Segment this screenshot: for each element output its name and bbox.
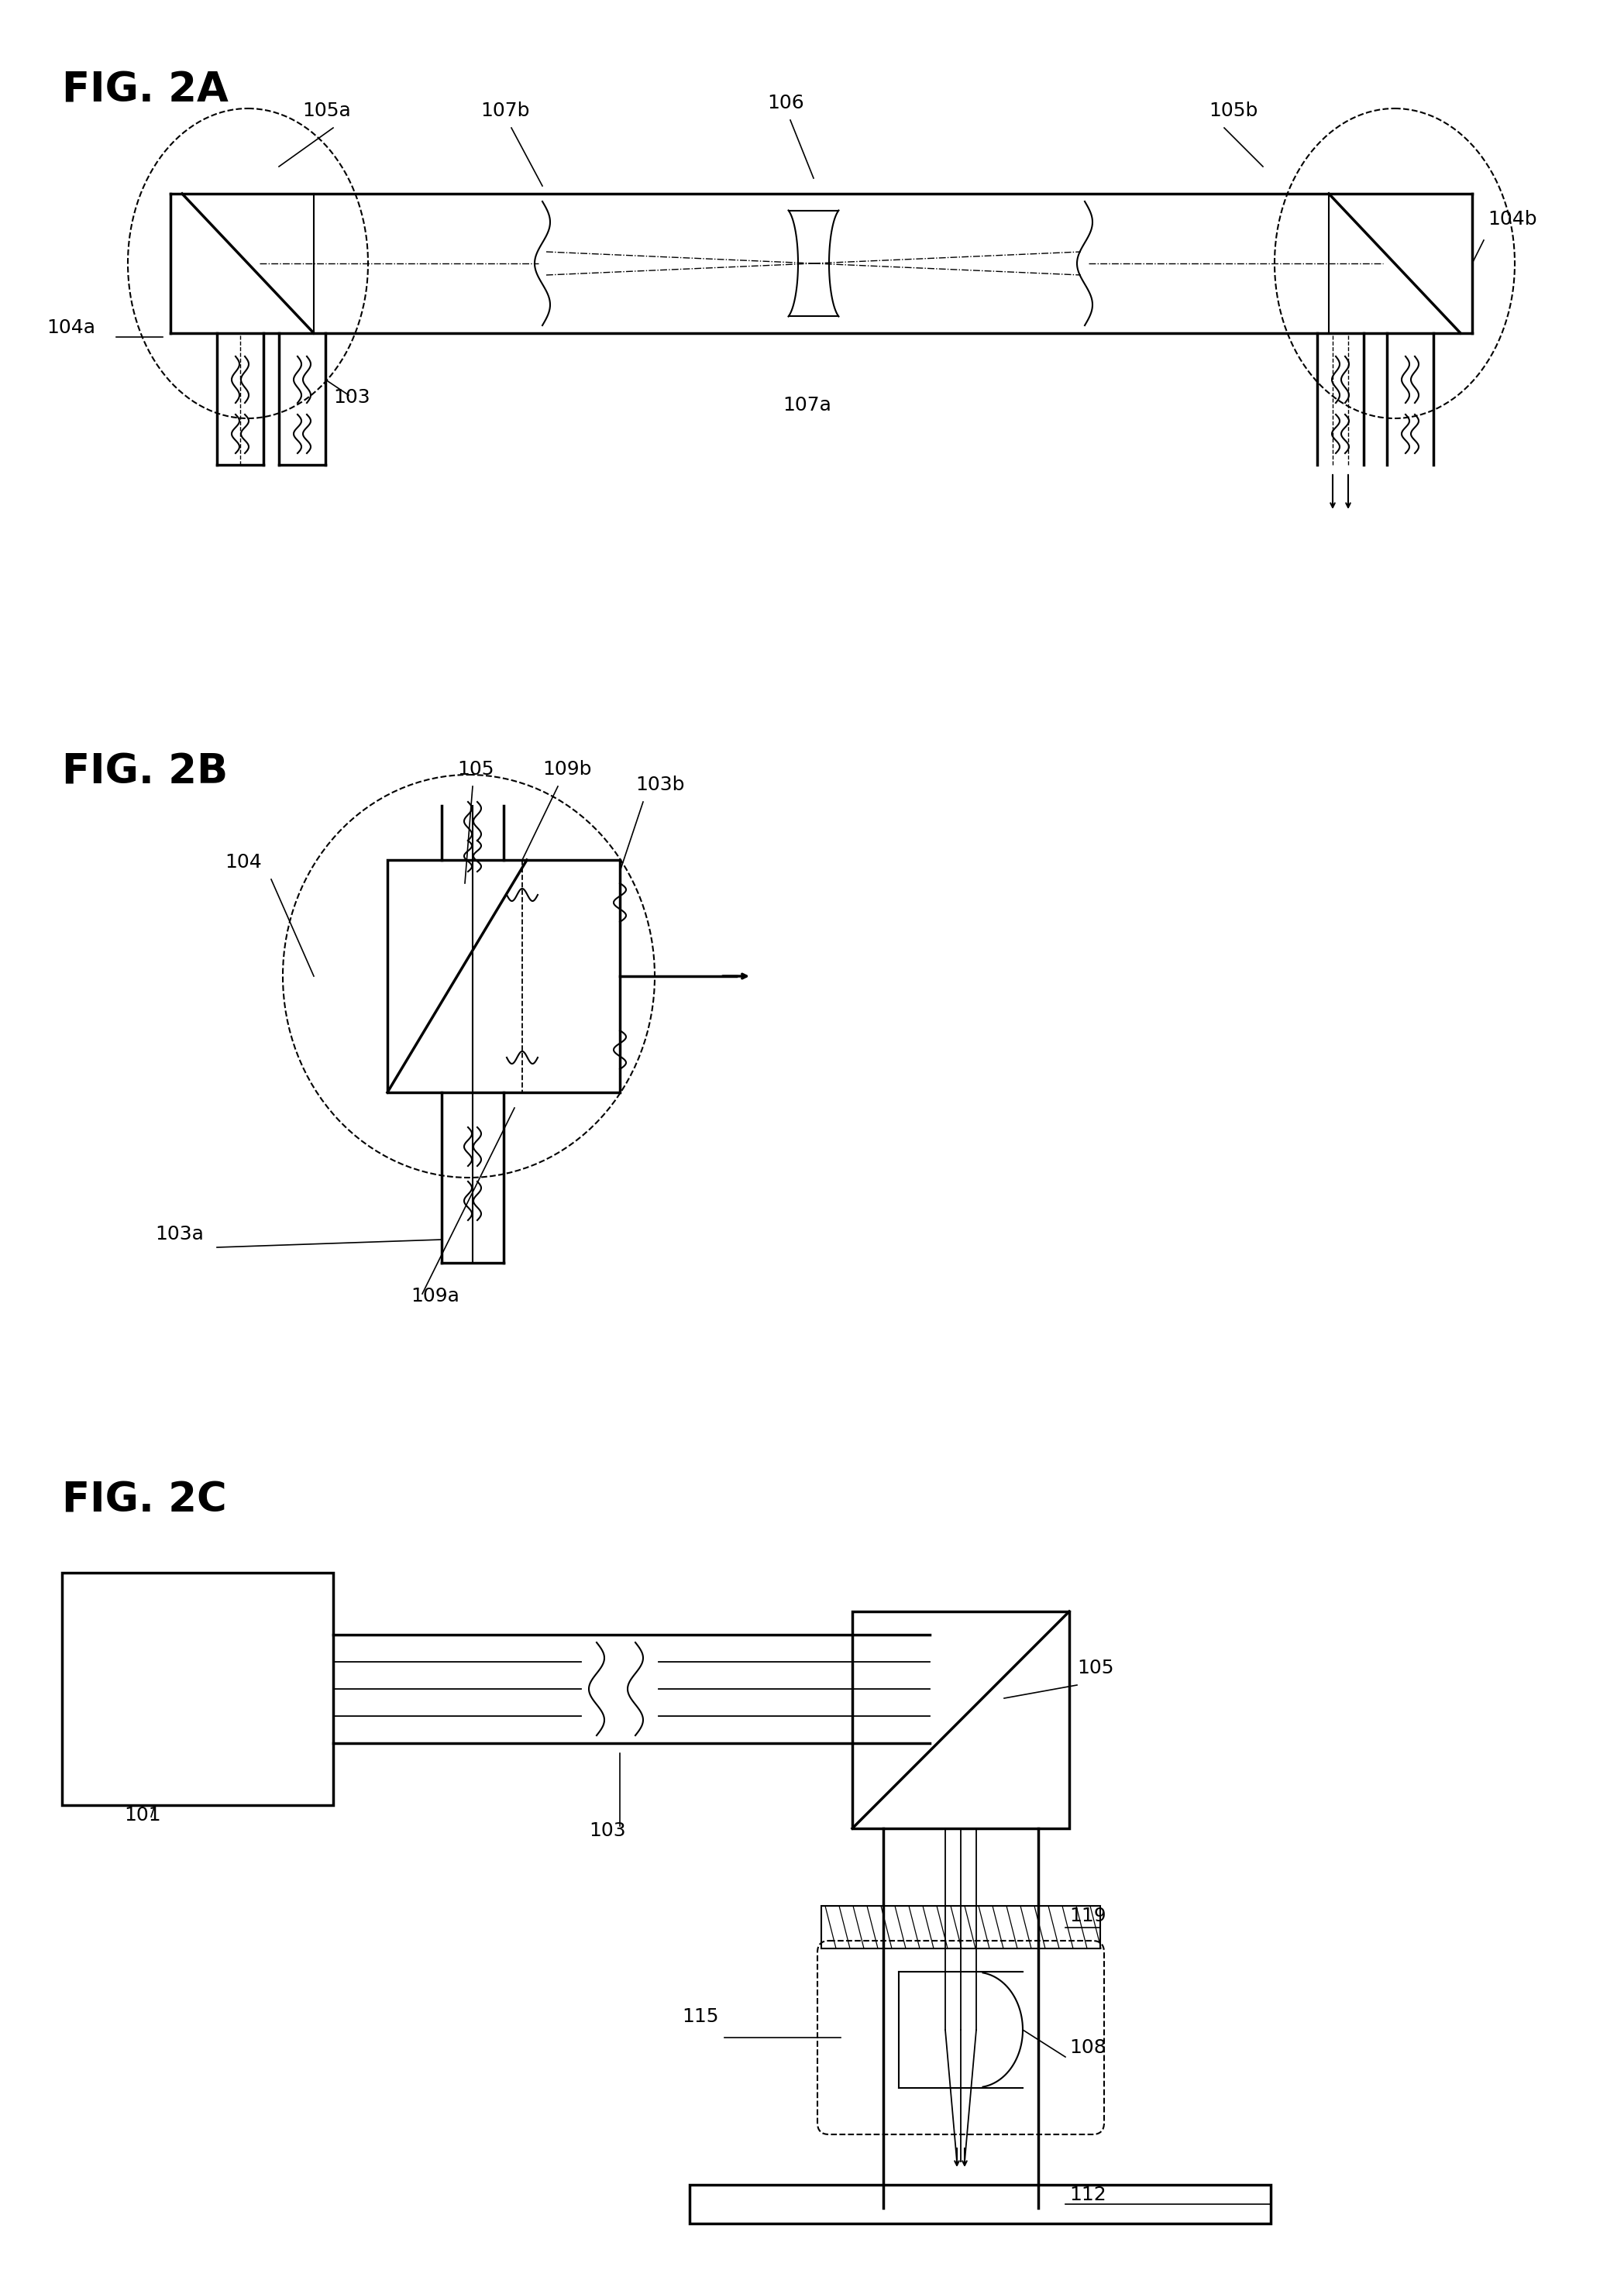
Bar — [690, 2184, 1270, 2225]
Text: 109b: 109b — [542, 760, 591, 779]
Text: 115: 115 — [682, 2007, 719, 2025]
Text: FIG. 2C: FIG. 2C — [62, 1480, 227, 1521]
Text: FIG. 2A: FIG. 2A — [62, 70, 229, 109]
Text: 107a: 107a — [783, 395, 831, 415]
Text: 108: 108 — [1069, 2038, 1106, 2057]
Text: 103a: 103a — [154, 1226, 203, 1244]
Text: 107b: 107b — [481, 102, 529, 120]
Text: 105a: 105a — [302, 102, 351, 120]
Text: FIG. 2B: FIG. 2B — [62, 751, 227, 792]
Bar — [853, 1612, 1069, 1827]
Text: 105: 105 — [456, 760, 494, 779]
Text: 104a: 104a — [47, 318, 96, 336]
Text: 104b: 104b — [1488, 209, 1536, 229]
Text: 105b: 105b — [1208, 102, 1259, 120]
Bar — [822, 1907, 1099, 1948]
Text: 105: 105 — [1077, 1659, 1114, 1678]
Text: 119: 119 — [1069, 1907, 1106, 1925]
Text: 103: 103 — [590, 1821, 625, 1841]
Text: 103b: 103b — [635, 776, 685, 794]
Text: 106: 106 — [767, 93, 804, 111]
Text: 109a: 109a — [411, 1287, 460, 1305]
Bar — [388, 860, 620, 1092]
Text: 101: 101 — [123, 1807, 161, 1825]
Text: 112: 112 — [1069, 2186, 1106, 2204]
Text: 104: 104 — [224, 854, 261, 872]
Text: 103: 103 — [333, 388, 370, 406]
Bar — [62, 1573, 333, 1805]
